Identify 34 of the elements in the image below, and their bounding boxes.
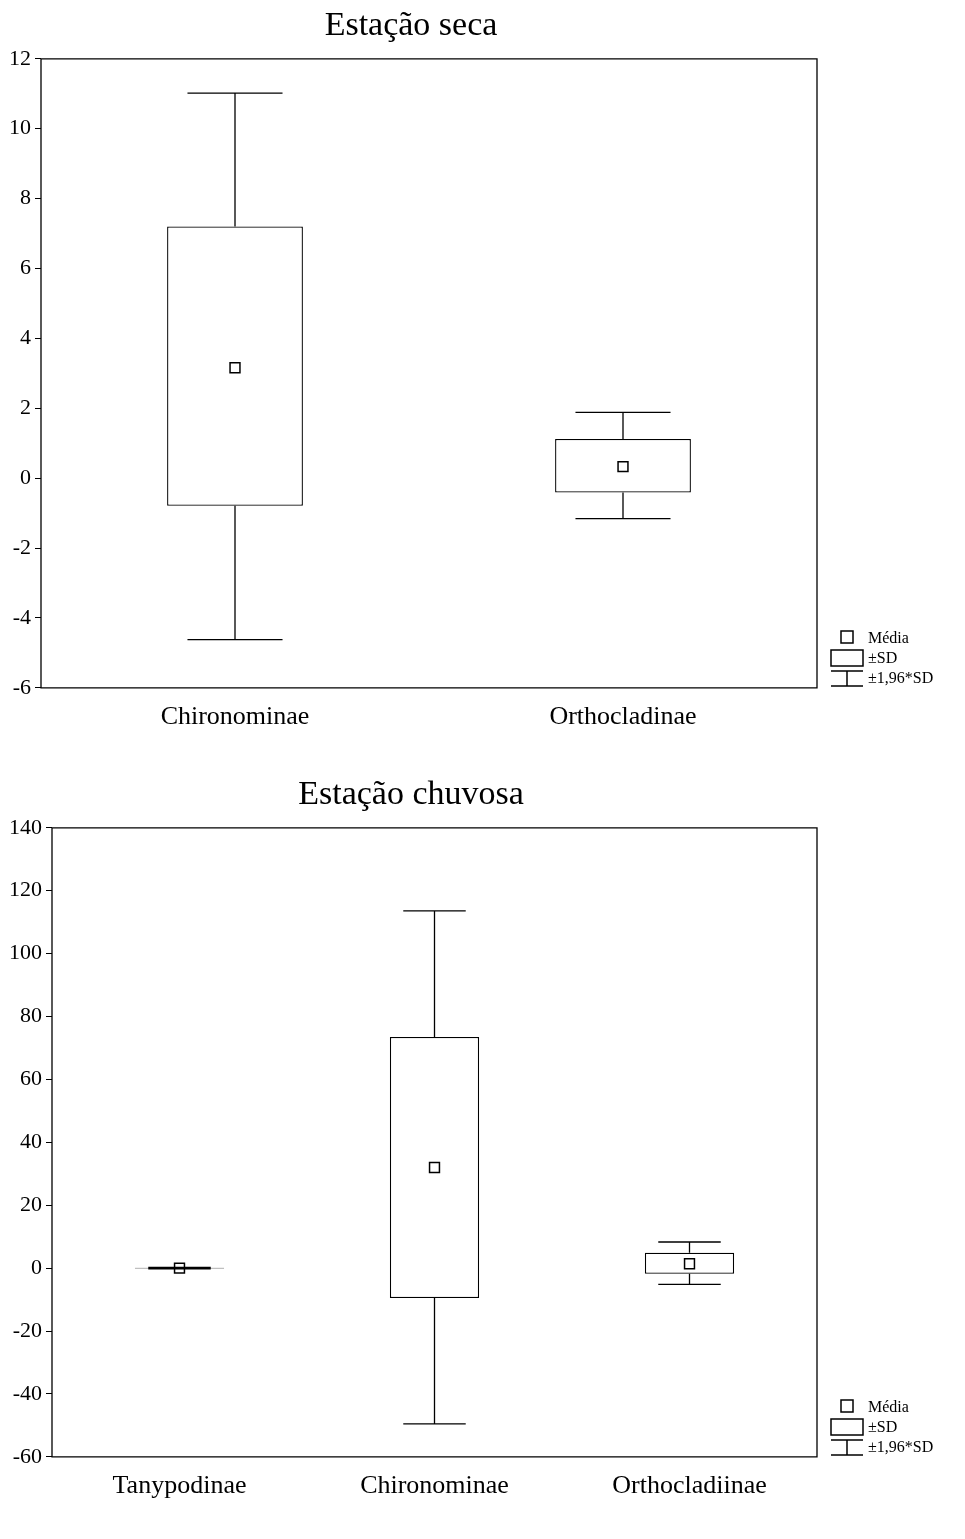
chart-title: Estação chuvosa bbox=[298, 774, 524, 812]
y-tick-label: -6 bbox=[12, 673, 31, 699]
y-tick-label: 80 bbox=[20, 1002, 42, 1028]
y-tick-label: 100 bbox=[9, 939, 42, 965]
y-tick-label: 60 bbox=[20, 1065, 42, 1091]
y-tick-label: 120 bbox=[9, 876, 42, 902]
x-tick-label: Chironominae bbox=[360, 1470, 509, 1500]
y-tick-label: 4 bbox=[20, 324, 31, 350]
y-tick-label: 20 bbox=[20, 1190, 42, 1216]
y-tick-label: 0 bbox=[20, 463, 31, 489]
y-tick-label: 10 bbox=[9, 114, 31, 140]
text: ±1,96*SD bbox=[868, 1437, 934, 1457]
chart-title: Estação seca bbox=[324, 5, 498, 43]
y-tick-label: -40 bbox=[12, 1379, 42, 1405]
x-tick-label: Chironominae bbox=[160, 701, 310, 731]
text: Média bbox=[868, 1397, 909, 1417]
x-tick-label: Orthocladiinae bbox=[612, 1470, 767, 1500]
x-tick-label: Tanypodinae bbox=[112, 1470, 247, 1500]
y-tick-label: 2 bbox=[20, 394, 31, 420]
y-tick-label: -4 bbox=[12, 603, 31, 629]
y-tick-label: -2 bbox=[12, 533, 31, 559]
y-tick-label: 0 bbox=[31, 1253, 42, 1279]
y-tick-label: 12 bbox=[9, 44, 31, 70]
y-tick-label: 6 bbox=[20, 254, 31, 280]
y-tick-label: 40 bbox=[20, 1128, 42, 1154]
y-tick-label: 140 bbox=[9, 813, 42, 839]
text: ±SD bbox=[868, 648, 898, 668]
text: Média bbox=[868, 628, 909, 648]
x-tick-label: Orthocladinae bbox=[549, 701, 697, 731]
y-tick-label: -20 bbox=[12, 1316, 42, 1342]
text: ±SD bbox=[868, 1417, 898, 1437]
text: ±1,96*SD bbox=[868, 668, 934, 688]
y-tick-label: -60 bbox=[12, 1442, 42, 1468]
y-tick-label: 8 bbox=[20, 184, 31, 210]
